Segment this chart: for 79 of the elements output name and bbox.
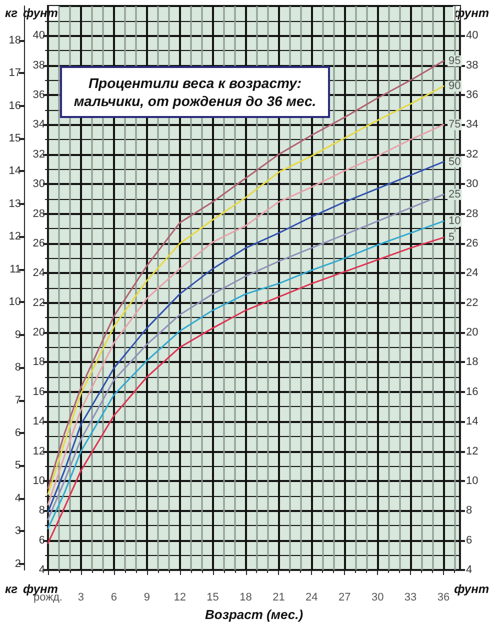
y3-tick-label: 18	[8, 34, 21, 46]
y2-tick-label: 28	[466, 208, 478, 220]
y-tick-label: 18	[32, 356, 45, 368]
y2-tick-label: 4	[466, 564, 472, 576]
y-tick-label: 22	[32, 296, 45, 309]
series-label: 75	[448, 118, 461, 131]
y-tick-label: 34	[32, 118, 45, 131]
y3-tick-label: 6	[14, 427, 21, 440]
y3-tick-label: 14	[8, 165, 21, 178]
y2-tick-label: 24	[466, 267, 478, 280]
y2-tick-label: 12	[466, 445, 478, 458]
y3-tick-label: 8	[14, 362, 21, 374]
series-label: 10	[448, 215, 461, 228]
y3-tick-label: 7	[14, 394, 21, 406]
text: фунт	[454, 582, 490, 596]
y-tick-label: 24	[32, 267, 45, 280]
x-tick-label: 3	[78, 592, 84, 604]
x-tick-label: 21	[272, 592, 285, 604]
y3-tick-label: 10	[8, 296, 21, 308]
y2-tick-label: 6	[466, 534, 472, 546]
y3-tick-label: 4	[14, 492, 21, 504]
y3-tick-label: 17	[8, 67, 21, 80]
y3-axis-title: кг	[5, 6, 18, 20]
y-tick-label: 14	[32, 416, 45, 428]
y-tick-label: 30	[32, 178, 45, 190]
y-tick-label: 20	[32, 326, 45, 339]
y2-tick-label: 26	[466, 237, 478, 250]
y-tick-label: 28	[32, 208, 45, 220]
y3-tick-label: 2	[14, 558, 21, 570]
y3-tick-label: 16	[8, 100, 21, 112]
x-tick-label: 9	[144, 592, 150, 604]
y-tick-label: 32	[32, 148, 45, 160]
series-label: 50	[448, 156, 461, 168]
y2-tick-label: 32	[466, 148, 478, 160]
y2-tick-label: 36	[466, 89, 478, 102]
y3-tick-label: 5	[14, 460, 21, 472]
x-tick-label: 15	[206, 592, 219, 604]
y2-tick-label: 14	[466, 416, 478, 428]
text: кг	[5, 582, 18, 596]
y-tick-label: 4	[38, 564, 45, 576]
series-label: 95	[448, 54, 461, 67]
y-tick-label: 10	[32, 474, 45, 487]
y-tick-label: 8	[38, 504, 45, 517]
y-tick-label: 26	[32, 237, 45, 250]
y3-tick-label: 3	[14, 525, 21, 538]
y-tick-label: 12	[32, 445, 45, 458]
y-tick-label: 36	[32, 89, 45, 102]
y-tick-label: 40	[32, 30, 45, 42]
x-axis-title: Возраст (мес.)	[204, 607, 304, 622]
x-tick-label: 36	[437, 592, 450, 604]
text: Процентили веса к возрасту: мальчики, от рождения до 36 мес.	[60, 66, 330, 118]
y2-tick-label: 16	[466, 386, 478, 398]
y2-tick-label: 10	[466, 474, 478, 487]
series-label: 5	[448, 232, 455, 244]
x-tick-label: 18	[240, 592, 252, 604]
y3-tick-label: 11	[10, 263, 21, 276]
y3-tick-label: 9	[14, 328, 21, 341]
y2-tick-label: 30	[466, 178, 478, 190]
y-tick-label: 6	[38, 534, 45, 546]
y-tick-label: 38	[32, 59, 45, 72]
y3-tick-label: 12	[8, 230, 21, 243]
x-tick-label: 6	[110, 592, 117, 604]
x-tick-label: 27	[338, 592, 351, 604]
y3-tick-label: 13	[8, 198, 21, 210]
series-label: 90	[448, 80, 461, 92]
x-tick-label: 24	[306, 592, 318, 604]
y2-tick-label: 8	[466, 504, 472, 517]
y2-tick-label: 22	[466, 296, 478, 309]
y2-tick-label: 20	[466, 326, 478, 339]
x-tick-label: 33	[404, 592, 417, 604]
y2-tick-label: 38	[466, 59, 478, 72]
x-tick-label: 12	[174, 592, 186, 604]
y-tick-label: 16	[32, 386, 45, 398]
y2-tick-label: 34	[466, 118, 478, 131]
x-tick-label: 30	[371, 592, 384, 604]
y2-tick-label: 40	[466, 30, 478, 42]
y2-tick-label: 18	[466, 356, 478, 368]
y3-tick-label: 15	[8, 132, 21, 145]
series-label: 25	[448, 188, 461, 200]
